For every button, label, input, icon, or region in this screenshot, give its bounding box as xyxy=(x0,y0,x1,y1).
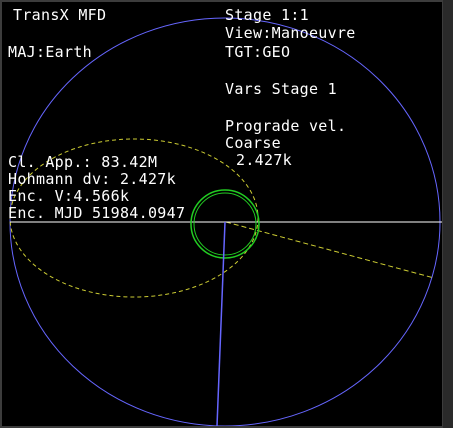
target-body: TGT:GEO xyxy=(225,43,291,61)
view-mode: View:Manoeuvre xyxy=(225,24,356,42)
closest-approach: Cl. App.: 83.42M xyxy=(8,153,158,171)
mfd-screen: TransX MFD Stage 1:1 View:Manoeuvre MAJ:… xyxy=(2,2,442,426)
earth-circle-icon xyxy=(190,189,260,259)
prograde-value: 2.427k xyxy=(236,151,292,169)
encounter-mjd: Enc. MJD 51984.0947 xyxy=(8,204,186,222)
prograde-label: Prograde vel. xyxy=(225,117,347,135)
major-body: MAJ:Earth xyxy=(8,43,92,61)
orbit-display xyxy=(9,17,442,426)
encounter-line xyxy=(225,221,435,279)
mfd-title: TransX MFD xyxy=(13,6,107,24)
hohmann-dv: Hohmann dv: 2.427k xyxy=(8,170,176,188)
vars-heading: Vars Stage 1 xyxy=(225,80,337,98)
mfd-bezel xyxy=(443,0,453,428)
encounter-velocity: Enc. V:4.566k xyxy=(8,187,130,205)
radial-line xyxy=(216,221,226,426)
adjust-mode: Coarse xyxy=(225,134,281,152)
stage-indicator: Stage 1:1 xyxy=(225,6,309,24)
parking-orbit xyxy=(193,192,257,256)
